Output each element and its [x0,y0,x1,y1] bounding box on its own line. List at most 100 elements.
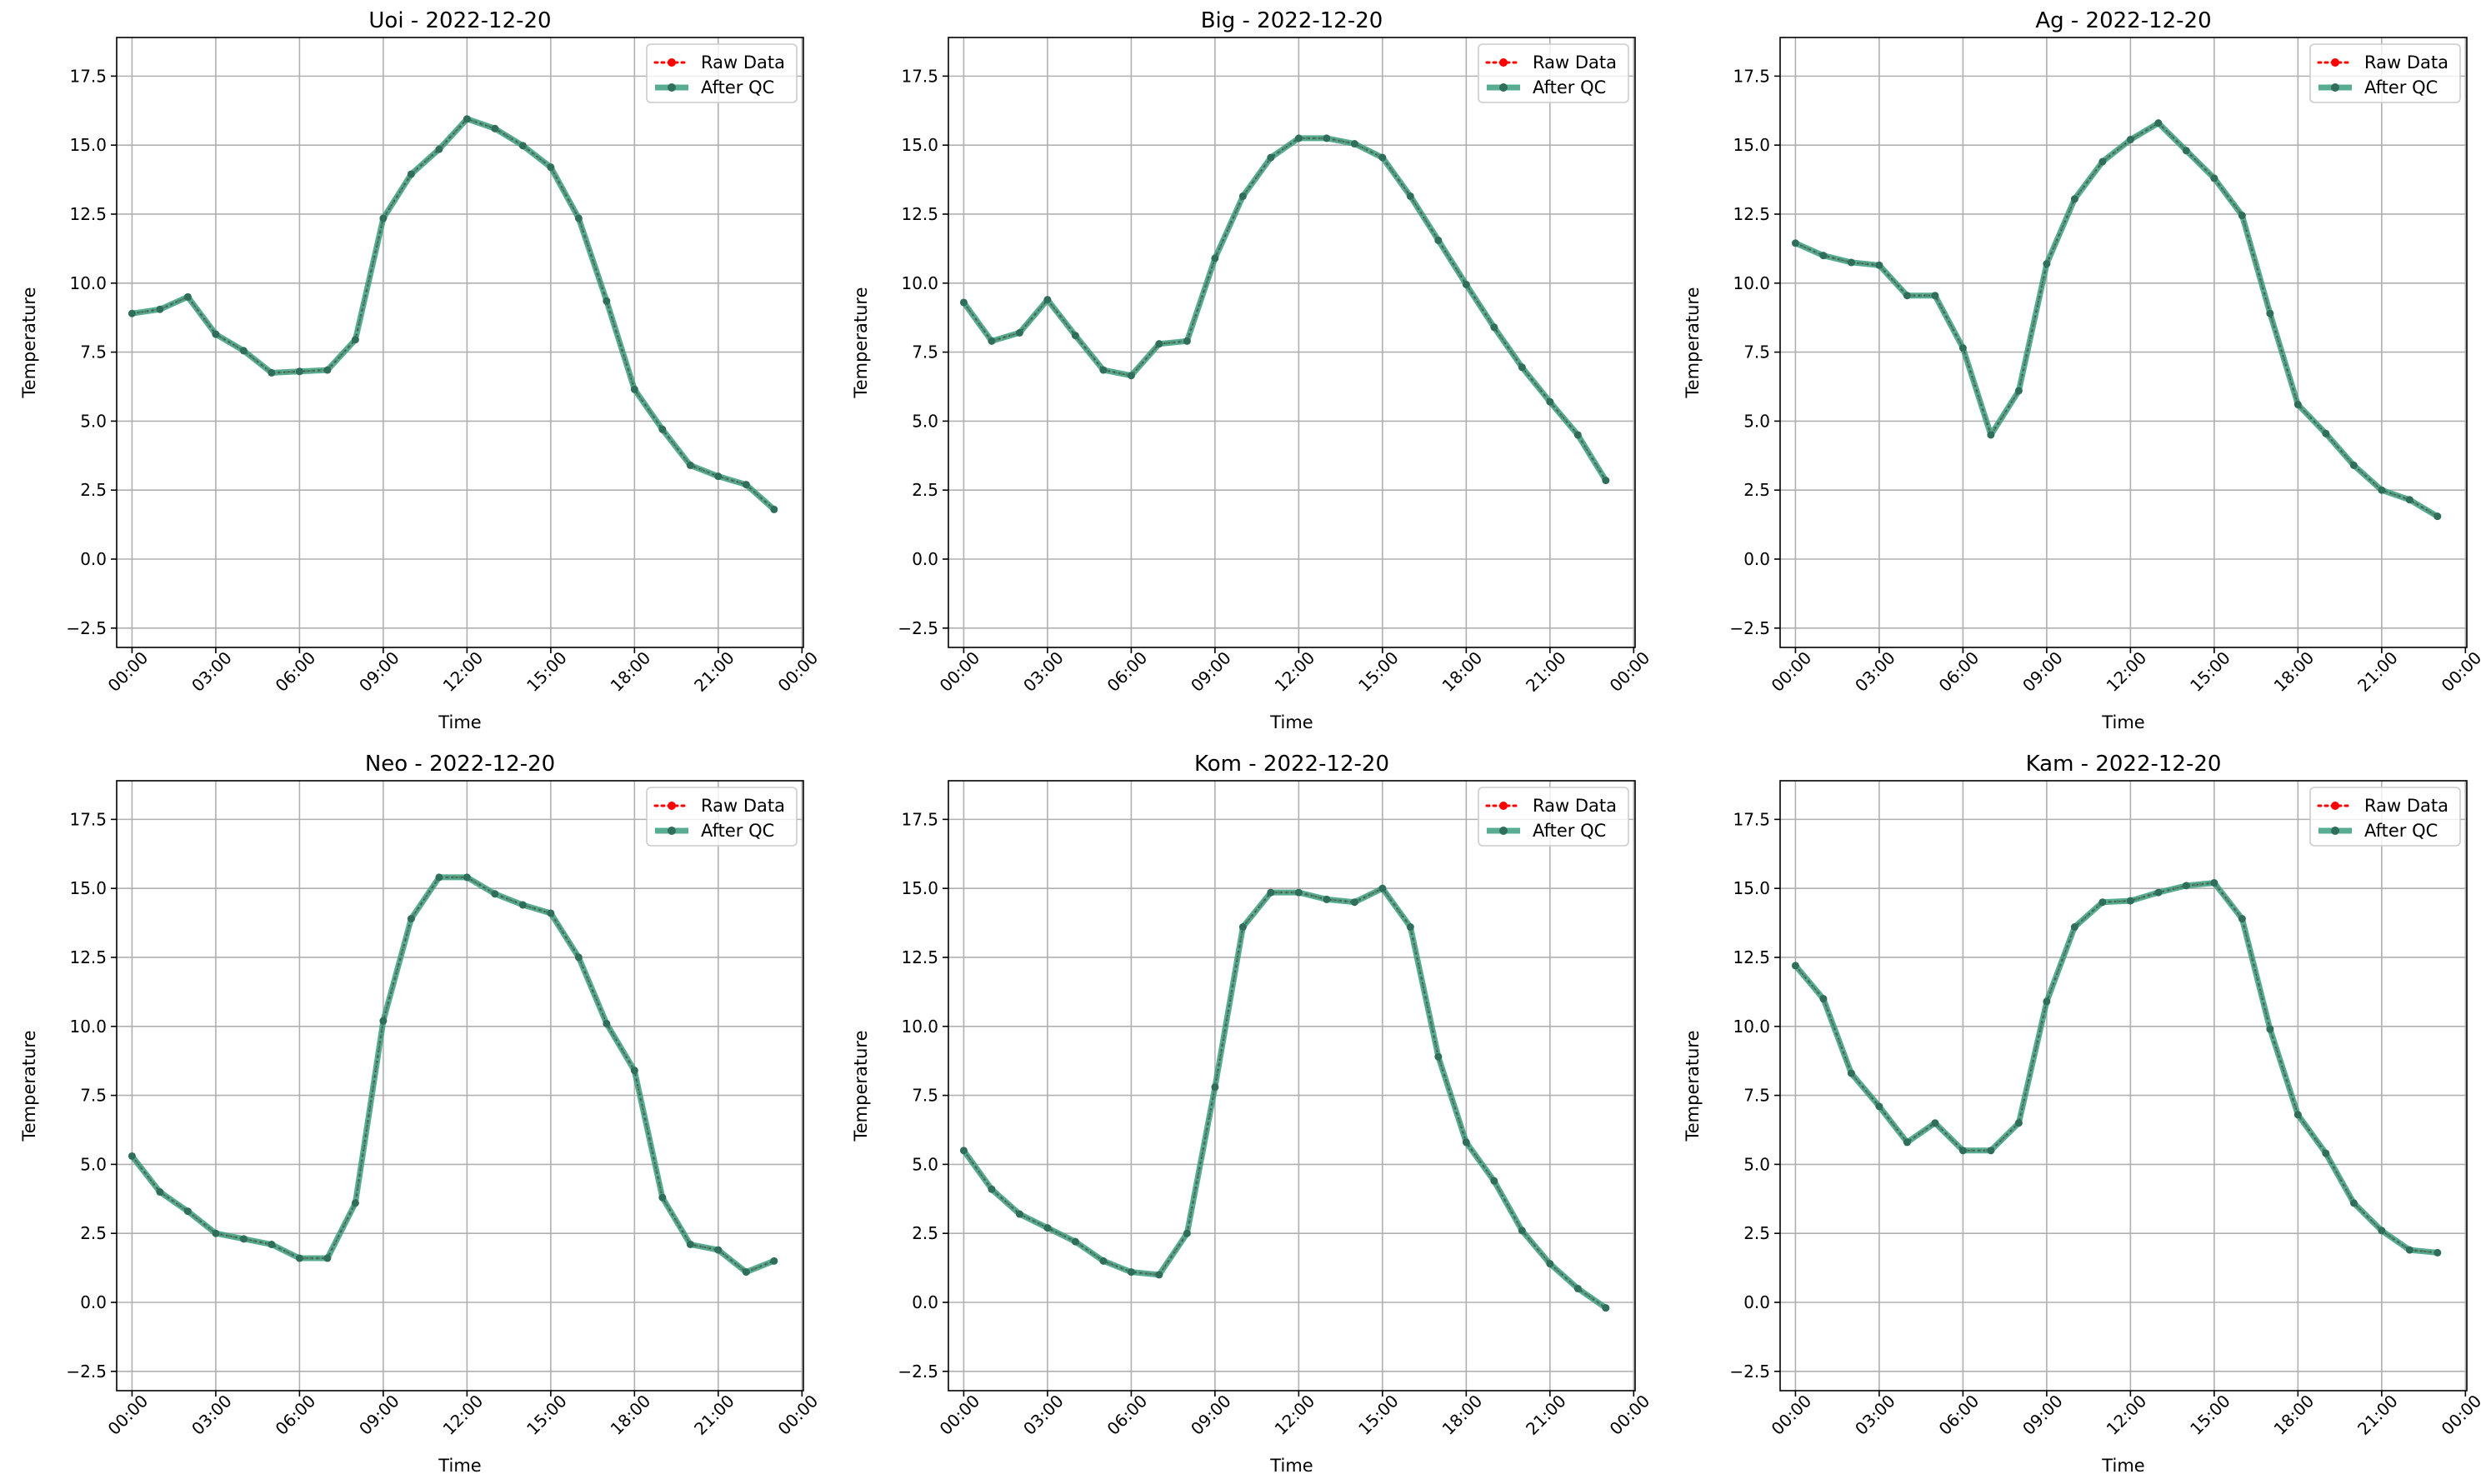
legend-marker-after-qc [1499,83,1508,92]
after-qc-point [407,170,415,178]
after-qc-point [2378,486,2386,494]
chart-title: Neo - 2022-12-20 [365,752,555,777]
y-tick-label: 15.0 [69,878,107,898]
x-tick-label: 06:00 [1103,1391,1152,1439]
after-qc-point [574,953,583,962]
x-tick-label: 03:00 [188,1391,236,1439]
x-tick-label: 00:00 [1768,1391,1816,1439]
x-tick-label: 21:00 [690,647,738,696]
y-tick-label: −2.5 [898,1362,938,1382]
after-qc-point [2238,915,2246,923]
after-qc-point [491,124,499,132]
after-qc-point [1127,1268,1135,1277]
y-tick-label: 5.0 [912,1154,938,1174]
after-qc-point [2405,496,2413,504]
after-qc-point [1958,1147,1967,1155]
x-tick-label: 12:00 [1271,1391,1319,1439]
y-tick-label: 10.0 [901,273,938,293]
legend-label-raw-data: Raw Data [701,52,785,72]
legend-label-after-qc: After QC [1533,821,1606,841]
after-qc-point [1903,292,1911,300]
after-qc-point [2322,1149,2330,1157]
after-qc-point [1155,340,1163,348]
legend-marker-raw-data [1499,802,1508,810]
after-qc-point [323,366,332,374]
after-qc-point [407,915,415,923]
y-tick-label: 2.5 [912,480,938,500]
x-tick-label: 00:00 [2438,647,2486,696]
x-tick-label: 09:00 [355,1391,403,1439]
x-tick-label: 12:00 [2103,647,2151,696]
after-qc-point [183,292,192,301]
x-tick-label: 18:00 [607,1391,655,1439]
after-qc-point [156,1188,164,1197]
x-tick-label: 09:00 [2018,1391,2067,1439]
after-qc-point [714,472,723,481]
series-line-raw-data [962,137,1608,482]
x-tick-label: 21:00 [1522,1391,1570,1439]
y-tick-label: 5.0 [80,1154,107,1174]
legend-label-raw-data: Raw Data [701,796,785,816]
after-qc-point [2238,212,2246,220]
y-tick-label: 2.5 [80,1223,107,1243]
after-qc-point [1406,923,1414,932]
series-line-after-qc [960,135,1609,484]
after-qc-point [183,1207,192,1216]
y-tick-label: 10.0 [1733,1017,1770,1037]
x-tick-label: 12:00 [439,1391,488,1439]
series-line-after-qc [128,874,778,1276]
x-tick-label: 18:00 [2270,647,2318,696]
after-qc-point [686,1240,694,1248]
after-qc-point [518,901,527,909]
x-tick-label: 09:00 [1187,1391,1235,1439]
y-tick-label: 12.5 [1733,947,1770,967]
after-qc-point [463,115,471,123]
x-axis-label: Time [2101,712,2144,732]
after-qc-point [988,1185,996,1193]
legend-marker-raw-data [668,58,676,67]
x-tick-label: 03:00 [1019,1391,1068,1439]
after-qc-point [1015,328,1023,337]
y-axis-label: Temperature [19,287,39,398]
after-qc-point [1602,1304,1610,1312]
y-tick-label: 17.5 [69,66,107,86]
y-tick-label: 7.5 [912,1086,938,1106]
y-tick-label: 0.0 [80,1292,107,1312]
legend-label-after-qc: After QC [1533,77,1606,97]
after-qc-point [1099,366,1108,374]
after-qc-point [128,309,136,317]
after-qc-point [295,367,303,376]
y-tick-label: 7.5 [1743,1086,1770,1106]
legend-marker-raw-data [668,802,676,810]
after-qc-point [1211,254,1219,262]
legend: Raw Data After QC [646,787,798,847]
y-tick-label: 7.5 [1743,342,1770,362]
x-tick-label: 06:00 [1935,647,1983,696]
x-tick-label: 00:00 [104,647,153,696]
legend: Raw Data After QC [2309,787,2461,847]
y-tick-label: 17.5 [901,809,938,829]
after-qc-point [518,142,527,150]
after-qc-point [2433,1248,2442,1257]
x-tick-label: 15:00 [2186,1391,2234,1439]
series-line-after-qc-overlay [1794,882,2438,1254]
y-tick-label: −2.5 [898,618,938,638]
y-axis-label: Temperature [1683,287,1703,398]
y-axis-label: Temperature [19,1030,39,1142]
y-tick-label: 2.5 [1743,1223,1770,1243]
after-qc-point [295,1254,303,1262]
y-tick-label: 15.0 [1733,878,1770,898]
series-line-after-qc-overlay [131,877,775,1273]
x-axis-label: Time [1269,1456,1313,1476]
y-tick-label: 12.5 [1733,204,1770,224]
x-axis-label: Time [438,1456,481,1476]
chart-panel-2: 00:00 03:00 06:00 09:00 12:00 15:00 18:00 21:00… [1683,8,2485,732]
y-tick-label: −2.5 [1729,1362,1770,1382]
after-qc-point [2266,309,2274,317]
after-qc-point [2349,1199,2358,1207]
after-qc-point [1043,296,1052,304]
after-qc-point [268,1240,276,1248]
after-qc-point [1434,1052,1443,1061]
after-qc-point [351,336,359,344]
after-qc-point [2322,429,2330,437]
